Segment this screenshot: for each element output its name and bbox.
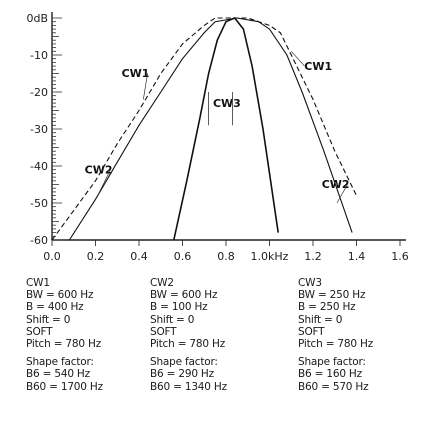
y-tick-label: -30 bbox=[30, 123, 48, 136]
params-b60: B60 = 570 Hz bbox=[298, 380, 369, 393]
y-tick-label: -20 bbox=[30, 86, 48, 99]
params-shape: Shape factor: bbox=[26, 356, 94, 369]
curve-label-cw2: CW2 bbox=[322, 178, 350, 191]
x-tick-label: 1.0kHz bbox=[251, 250, 289, 263]
curve-label-leader bbox=[97, 169, 111, 196]
series-cw3-line bbox=[173, 17, 279, 241]
params-pitch: Pitch = 780 Hz bbox=[26, 338, 102, 351]
params-bw: BW = 250 Hz bbox=[298, 289, 366, 302]
params-b6: B6 = 160 Hz bbox=[298, 368, 362, 381]
x-tick-label: 1.2 bbox=[304, 250, 322, 263]
params-bw: BW = 600 Hz bbox=[150, 289, 218, 302]
curve-label-cw2: CW2 bbox=[85, 163, 113, 176]
x-tick-label: 0.8 bbox=[217, 250, 235, 263]
params-title: CW3 bbox=[298, 277, 322, 289]
params-shift: Shift = 0 bbox=[298, 313, 343, 326]
x-tick-label: 0.6 bbox=[174, 250, 192, 263]
y-tick-label: -50 bbox=[30, 197, 48, 210]
y-tick-label: -10 bbox=[30, 49, 48, 62]
params-shape: Shape factor: bbox=[298, 356, 366, 369]
series-cw1-line bbox=[51, 17, 357, 241]
curve-label-leader bbox=[143, 73, 148, 100]
curve-label-cw1: CW1 bbox=[122, 67, 150, 80]
params-b6: B6 = 540 Hz bbox=[26, 368, 90, 381]
params-bw: BW = 600 Hz bbox=[26, 289, 94, 302]
params-shift: Shift = 0 bbox=[150, 313, 195, 326]
params-block-cw2: CW2 BW = 600 Hz B = 100 Hz Shift = 0 SOF… bbox=[150, 277, 227, 393]
params-b: B = 250 Hz bbox=[298, 301, 356, 314]
x-tick-label: 1.4 bbox=[348, 250, 366, 263]
x-tick-label: 0.2 bbox=[87, 250, 105, 263]
y-tick-label: 0dB bbox=[26, 12, 48, 25]
params-soft: SOFT bbox=[26, 325, 53, 338]
params-shift: Shift = 0 bbox=[26, 313, 71, 326]
params-soft: SOFT bbox=[150, 325, 177, 338]
curve-label-leader bbox=[290, 51, 305, 67]
curve-label-cw1: CW1 bbox=[304, 60, 332, 73]
params-pitch: Pitch = 780 Hz bbox=[150, 338, 226, 351]
x-tick-label: 0.0 bbox=[43, 250, 61, 263]
series-cw2-line bbox=[68, 17, 353, 241]
filter-response-chart: 0dB -10 -20 -30 -40 -50 -60 0.0 0.2 0.4 0.6 0.8 1.0k… bbox=[26, 12, 409, 263]
params-b: B = 100 Hz bbox=[150, 301, 208, 314]
params-pitch: Pitch = 780 Hz bbox=[298, 338, 374, 351]
params-block-cw3: CW3 BW = 250 Hz B = 250 Hz Shift = 0 SOF… bbox=[298, 277, 373, 393]
params-shape: Shape factor: bbox=[150, 356, 218, 369]
params-title: CW2 bbox=[150, 277, 174, 289]
x-tick-label: 0.4 bbox=[130, 250, 148, 263]
params-title: CW1 bbox=[26, 277, 50, 289]
y-tick-label: -60 bbox=[30, 234, 48, 247]
curve-label-cw3: CW3 bbox=[213, 97, 241, 110]
params-soft: SOFT bbox=[298, 325, 325, 338]
params-b60: B60 = 1340 Hz bbox=[150, 380, 227, 393]
params-b: B = 400 Hz bbox=[26, 301, 84, 314]
params-b60: B60 = 1700 Hz bbox=[26, 380, 103, 393]
x-tick-label: 1.6 bbox=[391, 250, 409, 263]
y-tick-label: -40 bbox=[30, 160, 48, 173]
params-b6: B6 = 290 Hz bbox=[150, 368, 214, 381]
curve-label-leader bbox=[336, 184, 349, 204]
params-block-cw1: CW1 BW = 600 Hz B = 400 Hz Shift = 0 SOF… bbox=[26, 277, 103, 393]
